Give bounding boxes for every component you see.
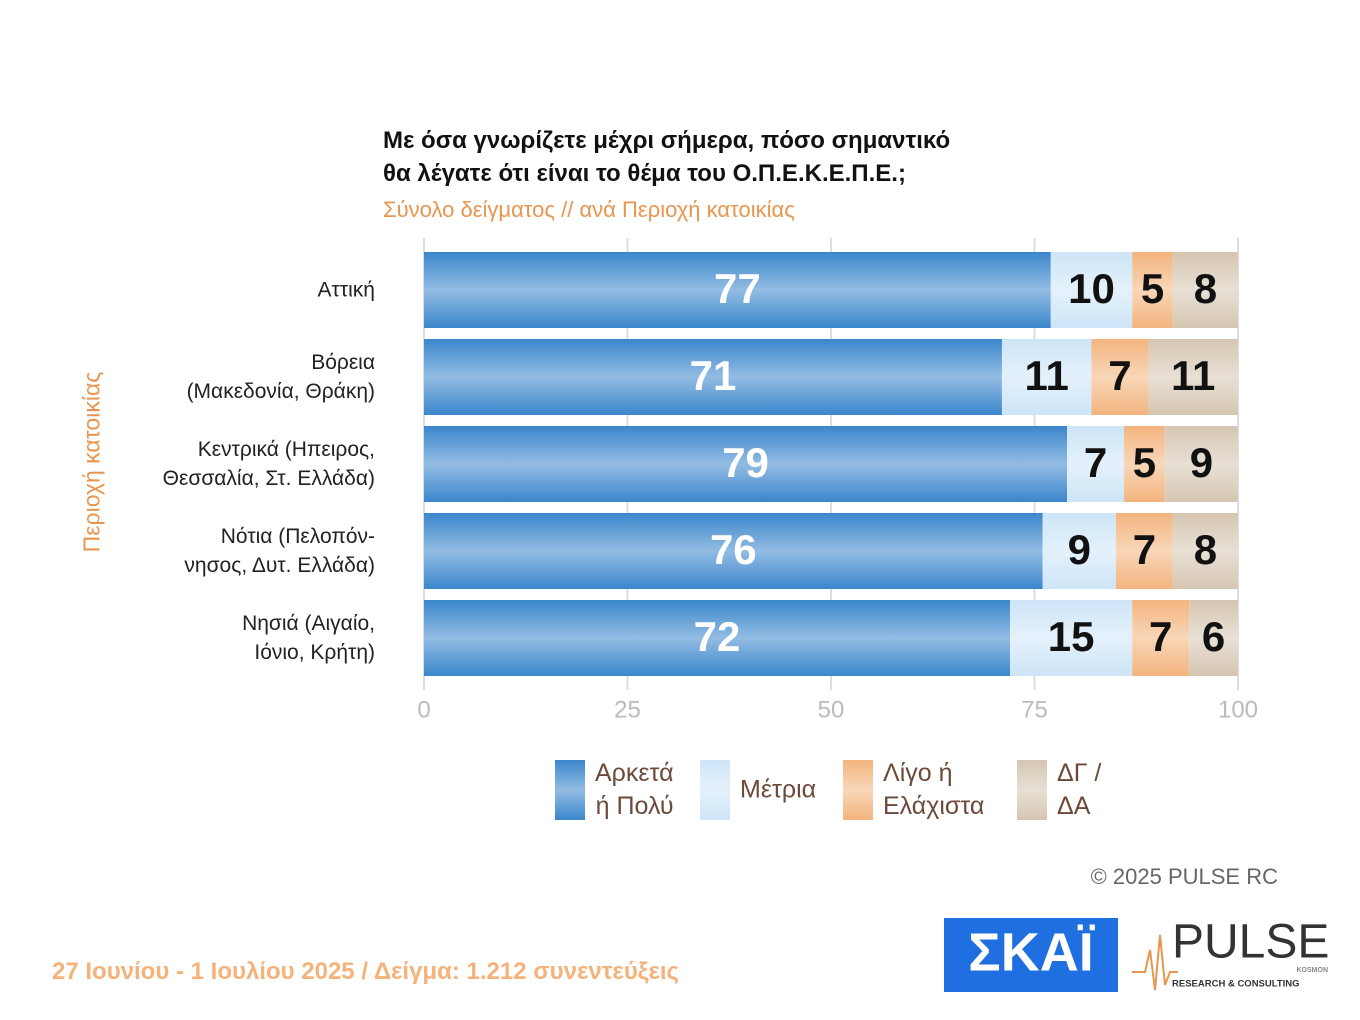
data-label: 79 (722, 439, 769, 486)
bar-segment (424, 600, 1011, 676)
pulse-logo-sub: RESEARCH & CONSULTING (1172, 979, 1300, 990)
y-tick-label: Νησιά (Αιγαίο, Ιόνιο, Κρήτη) (242, 612, 375, 664)
data-label: 15 (1048, 613, 1095, 660)
bar-segment (1050, 252, 1133, 328)
data-label: 8 (1194, 526, 1217, 573)
legend-swatch (1017, 760, 1047, 820)
bar-segment (1010, 600, 1133, 676)
pulse-logo-line (1132, 934, 1178, 991)
legend-label: ΔΓ / ΔΑ (1057, 759, 1102, 820)
bar-segment (1132, 252, 1173, 328)
data-label: 9 (1190, 439, 1213, 486)
data-label: 5 (1141, 265, 1164, 312)
data-label: 77 (714, 265, 761, 312)
data-label: 7 (1108, 352, 1131, 399)
fieldwork: 27 Ιουνίου - 1 Ιουλίου 2025 / Δείγμα: 1.… (52, 958, 680, 985)
bar-segment (1172, 513, 1238, 589)
chart-title: Με όσα γνωρίζετε μέχρι σήμερα, πόσο σημα… (383, 127, 951, 187)
data-label: 72 (694, 613, 741, 660)
legend-label: Αρκετά ή Πολύ (595, 759, 674, 820)
bar-segment (1067, 426, 1125, 502)
y-tick-label: Αττική (317, 278, 375, 302)
bar-segment (1115, 513, 1173, 589)
chart-subtitle: Σύνολο δείγματος // ανά Περιοχή κατοικία… (383, 197, 795, 222)
x-tick-label: 25 (614, 696, 641, 723)
data-label: 7 (1149, 613, 1172, 660)
bar-segment (1172, 252, 1238, 328)
bar-segment (1091, 339, 1149, 415)
y-axis-label: Περιοχή κατοικίας (78, 371, 105, 553)
bar-segment (424, 252, 1051, 328)
bar-segment (1001, 339, 1092, 415)
bar-segment (424, 426, 1068, 502)
x-tick-label: 50 (818, 696, 845, 723)
y-tick-label: Βόρεια (Μακεδονία, Θράκη) (186, 351, 375, 403)
bar-segment (1042, 513, 1116, 589)
bar-segment (424, 513, 1043, 589)
x-tick-label: 75 (1021, 696, 1048, 723)
skai-logo: ΣΚΑΪ (968, 922, 1095, 982)
data-label: 9 (1068, 526, 1091, 573)
x-tick-label: 0 (417, 696, 430, 723)
data-label: 10 (1068, 265, 1115, 312)
data-label: 6 (1202, 613, 1225, 660)
bar-segment (1164, 426, 1238, 502)
y-tick-label: Κεντρικά (Ηπειρος, Θεσσαλία, Στ. Ελλάδα) (162, 438, 375, 490)
data-label: 5 (1133, 439, 1156, 486)
bar-segment (1148, 339, 1238, 415)
pulse-logo: PULSE (1172, 916, 1329, 969)
kosmon-logo: KOSMON (1297, 967, 1329, 974)
copyright: © 2025 PULSE RC (1090, 864, 1278, 889)
data-label: 71 (690, 352, 737, 399)
legend-label: Λίγο ή Ελάχιστα (883, 759, 985, 820)
data-label: 7 (1084, 439, 1107, 486)
y-tick-label: Νότια (Πελοπόν- νησος, Δυτ. Ελλάδα) (184, 525, 375, 577)
bar-segment (1189, 600, 1238, 676)
legend-swatch (843, 760, 873, 820)
x-tick-label: 100 (1218, 696, 1258, 723)
data-label: 11 (1025, 352, 1069, 399)
legend-label: Μέτρια (740, 775, 817, 804)
skai-logo-box (944, 918, 1118, 992)
data-label: 8 (1194, 265, 1217, 312)
bar-segment (1124, 426, 1165, 502)
data-label: 76 (710, 526, 757, 573)
bar-segment (424, 339, 1002, 415)
bar-segment (1132, 600, 1190, 676)
legend-swatch (700, 760, 730, 820)
legend-swatch (555, 760, 585, 820)
data-label: 11 (1171, 352, 1215, 399)
data-label: 7 (1133, 526, 1156, 573)
